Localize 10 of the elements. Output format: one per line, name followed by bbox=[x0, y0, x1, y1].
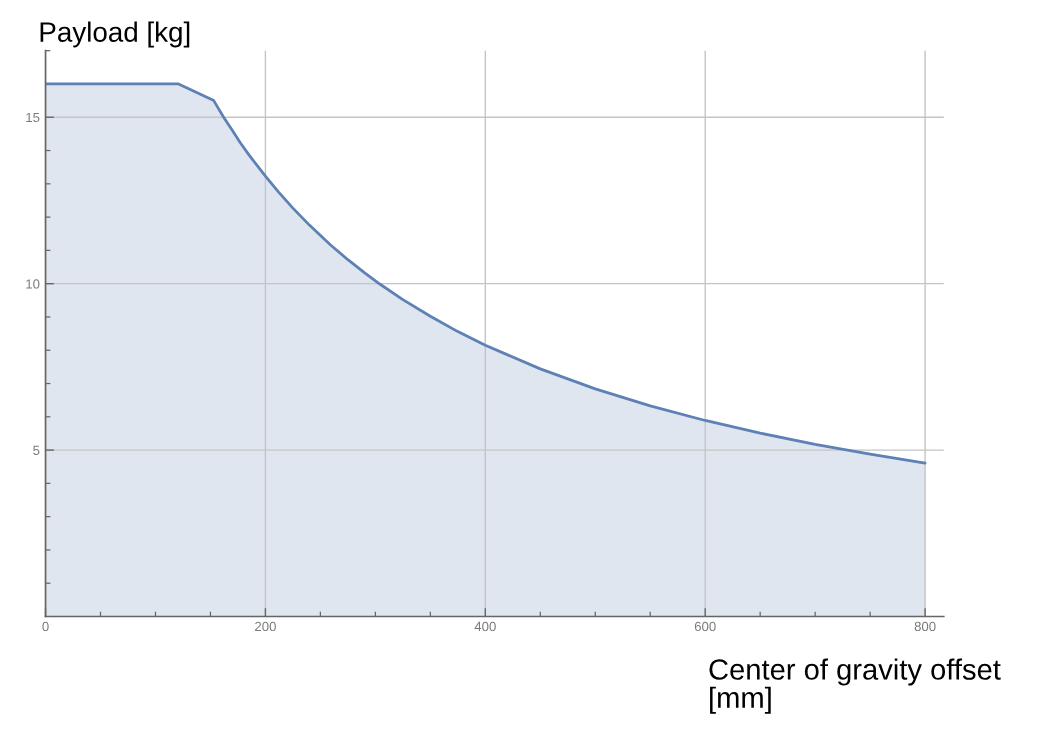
y-tick-label: 15 bbox=[26, 112, 40, 123]
x-axis-title: Center of gravity offset [mm] bbox=[709, 658, 1001, 714]
y-axis-title: Payload [kg] bbox=[40, 21, 190, 48]
x-tick-label: 600 bbox=[694, 621, 716, 632]
y-tick-label: 5 bbox=[33, 445, 40, 456]
x-tick-label: 400 bbox=[474, 621, 496, 632]
x-tick-label: 800 bbox=[914, 621, 936, 632]
x-tick-label: 200 bbox=[255, 621, 276, 632]
x-tick-label: 0 bbox=[42, 621, 49, 632]
y-tick-label: 10 bbox=[26, 279, 40, 289]
